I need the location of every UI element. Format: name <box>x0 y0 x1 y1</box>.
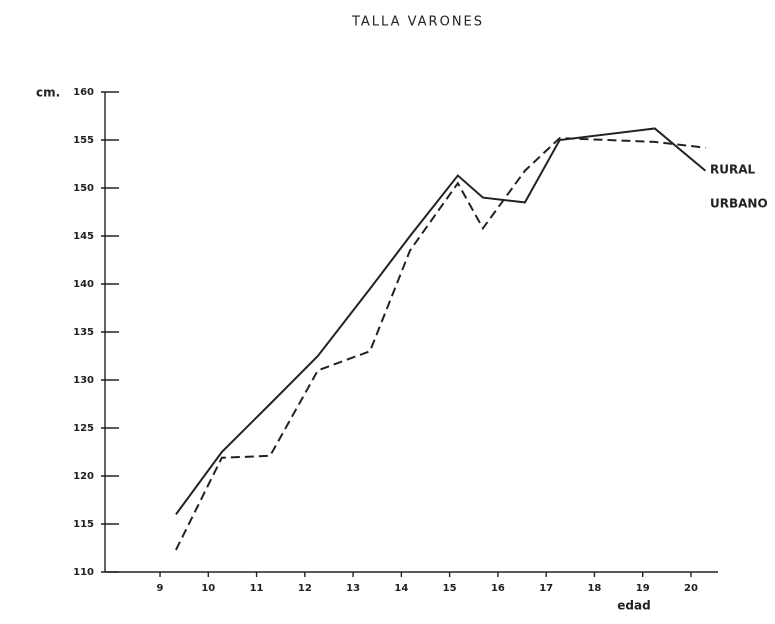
y-tick-label: 135 <box>73 327 94 338</box>
x-tick-label: 14 <box>394 583 408 594</box>
y-tick-label: 140 <box>73 279 94 290</box>
x-tick-label: 18 <box>587 583 601 594</box>
x-tick-label: 10 <box>201 583 215 594</box>
series-label: URBANO <box>710 197 768 211</box>
y-tick-label: 110 <box>73 567 94 578</box>
x-axis-label: edad <box>617 599 650 613</box>
chart-title: TALLA VARONES <box>351 15 484 30</box>
x-tick-label: 20 <box>684 583 698 594</box>
series-line <box>175 127 707 515</box>
x-tick-label: 12 <box>298 583 312 594</box>
y-tick-label: 155 <box>73 135 94 146</box>
x-tick-label: 19 <box>636 583 650 594</box>
x-tick-label: 9 <box>157 583 164 594</box>
x-tick-label: 13 <box>346 583 360 594</box>
y-tick-label: 125 <box>73 423 94 434</box>
y-tick-label: 115 <box>73 519 94 530</box>
x-tick-label: 11 <box>250 583 264 594</box>
x-tick-label: 17 <box>539 583 553 594</box>
y-tick-label: 130 <box>73 375 94 386</box>
series-line <box>175 137 706 551</box>
y-tick-label: 145 <box>73 231 94 242</box>
y-tick-label: 160 <box>73 87 94 98</box>
x-tick-label: 16 <box>491 583 505 594</box>
y-tick-label: 150 <box>73 183 94 194</box>
x-tick-label: 15 <box>443 583 457 594</box>
y-axis-label: cm. <box>36 86 60 100</box>
series-label: RURAL <box>710 163 756 177</box>
y-tick-label: 120 <box>73 471 94 482</box>
